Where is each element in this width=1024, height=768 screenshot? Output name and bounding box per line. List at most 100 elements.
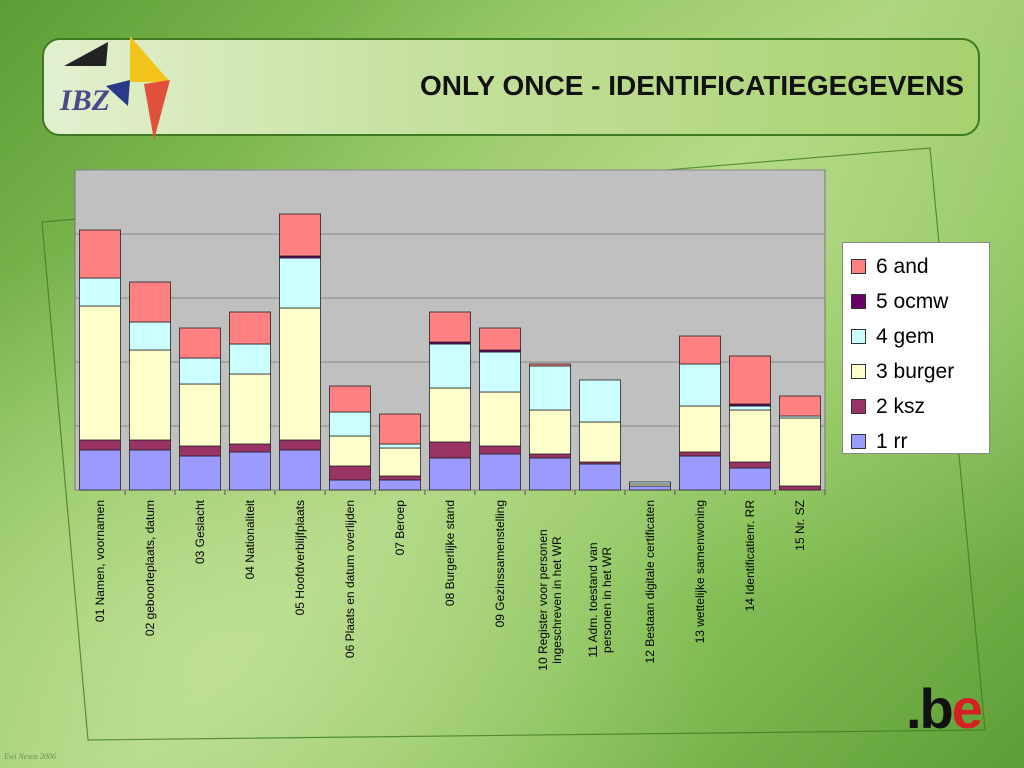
x-tick-label-10: 10 Register voor personen ingeschreven i… (536, 529, 564, 671)
bar-segment-5-series-1 (279, 449, 321, 491)
legend-swatch (851, 364, 866, 379)
bar-segment-6-series-2 (329, 465, 371, 481)
x-tick-label-5: 05 Hoofdverblijfplaats (293, 500, 307, 616)
legend-item-2: 5 ocmw (851, 284, 981, 319)
bar-segment-4-series-3 (229, 373, 271, 445)
bar-segment-1-series-2 (79, 439, 121, 451)
bar-segment-12-series-1 (629, 485, 671, 491)
bar-segment-10-series-2 (529, 453, 571, 459)
legend-label: 1 rr (876, 429, 908, 453)
bar-segment-1-series-1 (79, 449, 121, 491)
bar-segment-13-series-3 (679, 405, 721, 453)
bar-segment-3-series-4 (179, 357, 221, 385)
bar-segment-7-series-6 (379, 413, 421, 445)
bar-segment-1-series-6 (79, 229, 121, 279)
bar-segment-5-series-2 (279, 439, 321, 451)
bar-segment-4-series-6 (229, 311, 271, 345)
bar-segment-1-series-4 (79, 277, 121, 307)
x-tick-label-2: 02 geboorteplaats, datum (143, 500, 157, 637)
bar-segment-2-series-2 (129, 439, 171, 451)
bars (79, 213, 826, 495)
x-tick-label-13: 13 wettelijke samenwoning (693, 500, 707, 644)
legend-swatch (851, 434, 866, 449)
bar-segment-7-series-2 (379, 475, 421, 481)
legend-swatch (851, 294, 866, 309)
legend-label: 4 gem (876, 324, 935, 348)
bar-segment-14-series-4 (729, 405, 771, 411)
bar-segment-5-series-4 (279, 257, 321, 309)
bar-segment-4-series-2 (229, 443, 271, 453)
bar-segment-15-series-2 (779, 485, 821, 491)
bar-segment-8-series-3 (429, 387, 471, 443)
bar-segment-1-series-3 (79, 305, 121, 441)
legend-label: 3 burger (876, 359, 955, 383)
bar-segment-14-series-6 (729, 355, 771, 405)
bar-segment-9-series-2 (479, 445, 521, 455)
legend-swatch (851, 259, 866, 274)
footnote: Ewi Nexus 2006 (4, 752, 56, 761)
ibz-logo-shapes (64, 36, 170, 140)
bar-segment-12-series-4 (629, 481, 671, 485)
x-tick-label-15: 15 Nr. SZ (793, 500, 807, 551)
bar-segment-2-series-4 (129, 321, 171, 351)
x-tick-label-11: 11 Adm. toestand van personen in het WR (586, 542, 614, 658)
bar-segment-10-series-1 (529, 457, 571, 491)
be-logo-text: .be (906, 677, 983, 740)
legend-item-5: 2 ksz (851, 389, 981, 424)
ibz-logo-text: IBZ (60, 84, 111, 117)
bar-segment-15-series-6 (779, 395, 821, 417)
bar-segment-7-series-1 (379, 479, 421, 491)
bar-segment-4-series-1 (229, 451, 271, 491)
bar-segment-4-series-4 (229, 343, 271, 375)
bar-segment-3-series-1 (179, 455, 221, 491)
bar-segment-3-series-3 (179, 383, 221, 447)
x-tick-label-8: 08 Burgerlijke stand (443, 500, 457, 607)
x-tick-label-9: 09 Gezinssamenstelling (493, 500, 507, 628)
x-tick-label-14: 14 Identificatienr. RR (743, 500, 757, 612)
bar-segment-2-series-1 (129, 449, 171, 491)
bar-segment-9-series-3 (479, 391, 521, 447)
be-logo: .be (906, 676, 983, 741)
bar-segment-8-series-4 (429, 343, 471, 389)
x-tick-label-1: 01 Namen, voornamen (93, 500, 107, 623)
bar-segment-14-series-1 (729, 467, 771, 491)
legend-item-6: 1 rr (851, 424, 981, 459)
bar-segment-11-series-1 (579, 463, 621, 491)
bar-segment-11-series-4 (579, 379, 621, 423)
bar-segment-6-series-3 (329, 435, 371, 467)
bar-segment-3-series-2 (179, 445, 221, 457)
bar-segment-13-series-2 (679, 451, 721, 457)
bar-segment-2-series-6 (129, 281, 171, 323)
ibz-logo (56, 36, 176, 146)
bar-segment-15-series-3 (779, 417, 821, 487)
legend-label: 6 and (876, 254, 929, 278)
legend-label: 5 ocmw (876, 289, 949, 313)
bar-segment-13-series-1 (679, 455, 721, 491)
bar-segment-7-series-3 (379, 447, 421, 477)
legend-swatch (851, 329, 866, 344)
legend-item-4: 3 burger (851, 354, 981, 389)
bar-segment-5-series-6 (279, 213, 321, 257)
bar-segment-6-series-6 (329, 385, 371, 413)
title-band: ONLY ONCE - IDENTIFICATIEGEGEVENS (42, 38, 980, 136)
x-tick-label-12: 12 Bestaan digitale certificaten (643, 500, 657, 664)
bar-segment-11-series-3 (579, 421, 621, 463)
bar-segment-14-series-2 (729, 461, 771, 469)
legend: 6 and 5 ocmw 4 gem 3 burger 2 ksz 1 rr (842, 242, 990, 454)
bar-segment-9-series-1 (479, 453, 521, 491)
bar-segment-9-series-4 (479, 351, 521, 393)
bar-segment-3-series-6 (179, 327, 221, 359)
bar-segment-8-series-2 (429, 441, 471, 459)
bar-segment-10-series-3 (529, 409, 571, 455)
bar-segment-10-series-6 (529, 363, 571, 367)
legend-label: 2 ksz (876, 394, 926, 418)
bar-segment-5-series-3 (279, 307, 321, 441)
bar-segment-2-series-3 (129, 349, 171, 441)
slide-title: ONLY ONCE - IDENTIFICATIEGEGEVENS (419, 70, 964, 101)
bar-segment-13-series-4 (679, 363, 721, 407)
x-tick-label-4: 04 Nationaliteit (243, 500, 257, 580)
bar-segment-6-series-4 (329, 411, 371, 437)
x-tick-label-7: 07 Beroep (393, 500, 407, 556)
legend-item-1: 6 and (851, 249, 981, 284)
